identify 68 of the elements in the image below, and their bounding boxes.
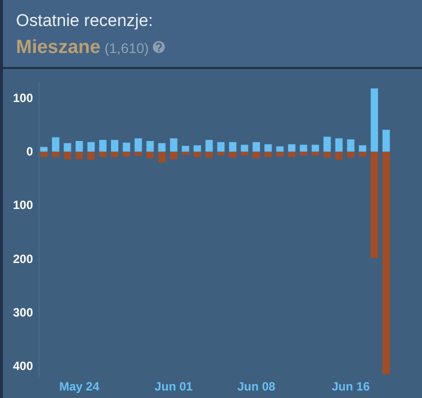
bar xyxy=(194,152,201,158)
bar xyxy=(382,130,390,152)
bar xyxy=(99,140,107,152)
x-tick-label: Jun 08 xyxy=(237,380,276,394)
bar xyxy=(40,152,48,158)
y-tick-label: 100 xyxy=(12,198,34,212)
bar xyxy=(194,145,201,152)
x-tick-label: May 24 xyxy=(59,380,100,394)
bar xyxy=(264,152,272,158)
bar xyxy=(158,152,166,162)
bar xyxy=(170,138,178,152)
bar xyxy=(40,146,48,152)
y-tick-label: 300 xyxy=(12,305,34,320)
bar xyxy=(252,152,260,158)
bar xyxy=(312,152,319,156)
bar xyxy=(146,152,154,158)
y-tick-label: 200 xyxy=(12,252,34,266)
chart-title: Ostatnie recenzje: xyxy=(16,11,154,30)
bar xyxy=(229,142,236,152)
bar xyxy=(182,152,190,155)
bar xyxy=(217,152,225,156)
bar xyxy=(64,152,72,160)
y-tick-label: 400 xyxy=(12,359,34,374)
bar xyxy=(217,142,225,152)
text: (1,610) xyxy=(104,40,149,56)
bar xyxy=(122,142,130,152)
bar xyxy=(323,136,331,152)
bar xyxy=(134,138,142,152)
bar xyxy=(323,152,331,158)
x-tick-label: Jun 01 xyxy=(154,380,194,394)
bar xyxy=(170,152,178,160)
bar xyxy=(358,152,366,157)
bar xyxy=(335,138,343,152)
bar xyxy=(99,152,107,158)
bar xyxy=(347,139,354,152)
bar xyxy=(205,140,213,152)
bar xyxy=(64,143,72,152)
bar xyxy=(52,152,60,158)
bar xyxy=(252,142,260,152)
bar xyxy=(87,152,95,160)
bar xyxy=(205,152,213,158)
bar xyxy=(229,152,236,158)
bar xyxy=(111,140,118,152)
bar xyxy=(370,88,378,152)
bar xyxy=(288,144,296,152)
bar xyxy=(111,152,118,158)
bar xyxy=(76,152,83,160)
bar xyxy=(158,143,166,152)
bar xyxy=(146,141,154,152)
y-tick-label: 100 xyxy=(12,90,34,105)
bar xyxy=(122,152,130,157)
bar xyxy=(134,152,142,156)
bar xyxy=(382,152,390,374)
bar xyxy=(288,152,296,158)
y-tick-label: 0 xyxy=(26,144,34,159)
bar xyxy=(87,142,95,152)
bar xyxy=(335,152,343,160)
bar xyxy=(347,152,354,158)
bar xyxy=(264,144,272,152)
bar xyxy=(300,152,308,156)
bar xyxy=(312,144,319,152)
chart-subtitle: Mieszane xyxy=(16,37,100,58)
bar xyxy=(276,152,284,157)
x-tick-label: Jun 16 xyxy=(332,380,370,394)
bar xyxy=(240,152,248,156)
bar xyxy=(76,141,83,152)
bar xyxy=(370,152,378,258)
bar xyxy=(52,137,60,152)
